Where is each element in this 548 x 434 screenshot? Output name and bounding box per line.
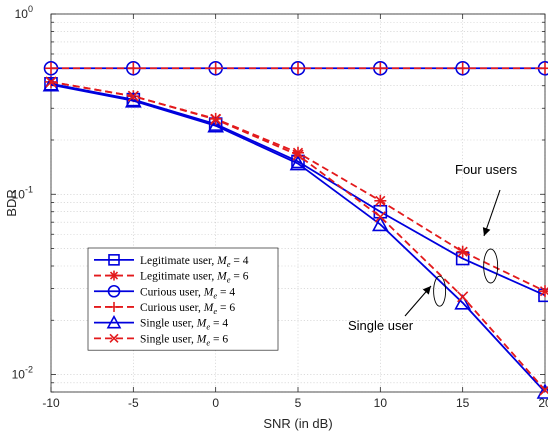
annotation-arrow-single-user-head (422, 286, 431, 295)
marker-triangle-shape (106, 314, 122, 329)
series-layer (42, 60, 548, 399)
x-tick-label: 15 (456, 396, 470, 410)
annotation-four-users: Four users (455, 162, 518, 177)
legend-entry: Legitimate user, Me = 6 (94, 270, 249, 285)
marker-x-stroke (109, 333, 119, 343)
marker-circle (107, 284, 121, 298)
series-3 (45, 62, 548, 75)
marker-triangle-shape (371, 215, 389, 232)
y-tick-label: 100 (15, 4, 33, 21)
marker-x-stroke (374, 211, 386, 223)
legend-label: Legitimate user, Me = 4 (140, 255, 249, 269)
legend-label: Single user, Me = 4 (140, 318, 228, 332)
marker-plus (374, 62, 387, 75)
x-tick-label: 0 (212, 396, 219, 410)
marker-x (457, 291, 469, 303)
marker-asterisk-stroke (539, 287, 548, 297)
marker-triangle (106, 314, 122, 329)
marker-x (292, 149, 304, 161)
marker-x-stroke (457, 291, 469, 303)
marker-triangle-shape (42, 76, 60, 92)
marker-square (108, 254, 120, 266)
marker-asterisk-stroke (109, 271, 119, 280)
marker-circle-shape (107, 284, 121, 298)
legend-label: Curious user, Me = 6 (140, 302, 235, 316)
marker-triangle (207, 117, 225, 133)
marker-x-stroke (210, 113, 222, 126)
legend-label: Curious user, Me = 4 (140, 286, 235, 300)
marker-plus (127, 62, 140, 75)
legend-entry: Single user, Me = 6 (94, 333, 228, 347)
marker-x-stroke (45, 76, 57, 88)
marker-asterisk-stroke (292, 147, 304, 158)
marker-triangle (454, 294, 472, 310)
annotation-ellipse (483, 248, 499, 284)
marker-asterisk (109, 270, 119, 281)
marker-asterisk (374, 194, 387, 207)
x-tick-label: -10 (42, 396, 60, 410)
marker-asterisk (456, 245, 469, 258)
marker-triangle-shape (289, 154, 307, 171)
marker-triangle (42, 76, 60, 92)
y-tick-label: 10-1 (12, 184, 33, 201)
annotations: Four users Single user (348, 162, 518, 333)
x-tick-label: 5 (295, 396, 302, 410)
y-tick-label: 10-2 (12, 365, 33, 382)
annotation-arrow-four-users (483, 189, 501, 237)
annotation-arrow-four-users-head (482, 227, 491, 236)
marker-asterisk-stroke (375, 195, 386, 206)
marker-x-stroke (292, 149, 304, 161)
x-axis-title: SNR (in dB) (263, 416, 332, 431)
marker-asterisk-stroke (457, 246, 468, 257)
marker-x-stroke (127, 90, 139, 102)
marker-triangle-shape (454, 294, 472, 310)
marker-plus (292, 62, 304, 75)
marker-plus (209, 62, 222, 75)
y-axis-title: BDR (4, 189, 19, 216)
series-line (50, 83, 546, 393)
marker-x (374, 211, 386, 223)
series-5 (45, 76, 548, 396)
x-tick-label: -5 (128, 396, 139, 410)
legend: Legitimate user, Me = 4 Legitimate user, … (87, 247, 279, 351)
marker-triangle (536, 383, 548, 399)
marker-triangle-shape (207, 117, 225, 133)
legend-entry: Curious user, Me = 6 (94, 301, 235, 316)
marker-triangle (289, 154, 307, 171)
legend-entry: Curious user, Me = 4 (94, 284, 235, 300)
annotation-single-user: Single user (348, 318, 414, 333)
legend-label: Legitimate user, Me = 6 (140, 271, 249, 285)
marker-x (127, 90, 139, 102)
marker-x (45, 76, 57, 88)
marker-x (210, 113, 222, 126)
annotation-ellipse (433, 275, 447, 307)
marker-x (539, 384, 548, 396)
marker-plus (109, 301, 119, 312)
marker-x (109, 333, 119, 343)
x-tick-label: 20 (538, 396, 548, 410)
legend-label: Single user, Me = 6 (140, 333, 228, 347)
marker-plus (539, 62, 548, 75)
marker-asterisk (539, 285, 548, 298)
legend-entry: Single user, Me = 4 (94, 314, 228, 332)
marker-triangle-shape (536, 383, 548, 399)
marker-triangle (371, 215, 389, 232)
marker-x-stroke (539, 385, 548, 396)
marker-plus (456, 62, 469, 75)
marker-plus (45, 62, 57, 75)
marker-square-shape (108, 254, 120, 266)
x-tick-label: 10 (374, 396, 388, 410)
legend-entry: Legitimate user, Me = 4 (94, 254, 249, 269)
